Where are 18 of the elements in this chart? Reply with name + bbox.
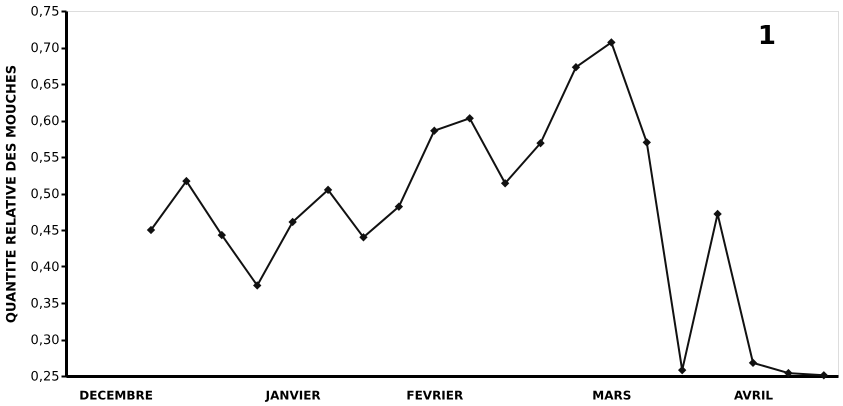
x-tick-label: MARS bbox=[592, 388, 632, 402]
y-axis-title: QUANTITE RELATIVE DES MOUCHES bbox=[4, 64, 20, 324]
x-tick-label: JANVIER bbox=[264, 388, 321, 402]
y-tick-label: 0,60 bbox=[30, 114, 60, 129]
x-tick-label: FEVRIER bbox=[406, 388, 464, 402]
annotation: 1 bbox=[758, 21, 776, 51]
y-tick-label: 0,65 bbox=[30, 78, 60, 92]
x-tick-label: AVRIL bbox=[734, 388, 774, 402]
y-tick-label: 0,40 bbox=[30, 260, 60, 275]
y-tick-label: 0,45 bbox=[30, 224, 60, 238]
y-tick-label: 0,55 bbox=[30, 150, 60, 166]
x-tick-label: DECEMBRE bbox=[79, 388, 153, 402]
y-tick-label: 0,35 bbox=[30, 296, 60, 312]
y-tick-label: 0,50 bbox=[30, 187, 60, 202]
y-tick-label: 0,25 bbox=[30, 370, 60, 384]
y-tick-label: 0,30 bbox=[30, 333, 60, 348]
y-tick-label: 0,70 bbox=[30, 41, 60, 56]
y-tick-label: 0,75 bbox=[30, 4, 60, 20]
